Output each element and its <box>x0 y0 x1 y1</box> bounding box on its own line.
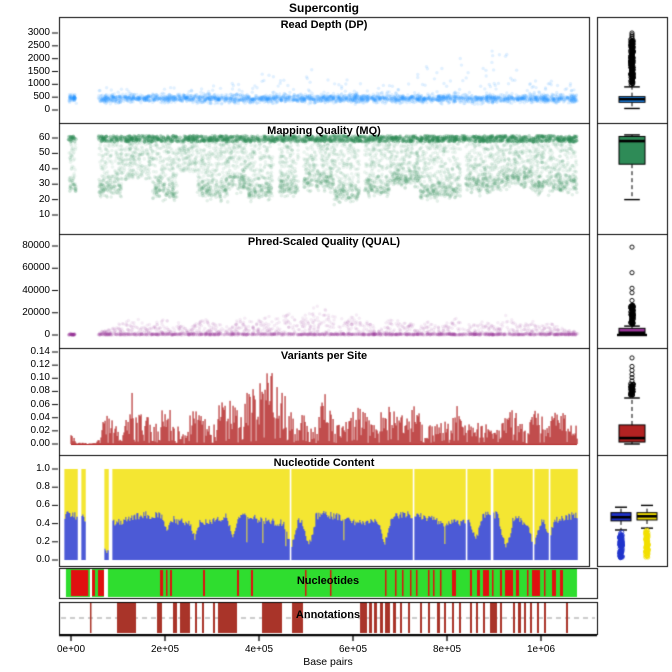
y-tick-label: 60000 <box>22 262 50 274</box>
y-tick-label: 1500 <box>27 65 50 77</box>
y-tick-label: 0.00 <box>30 438 50 449</box>
x-tick-label: 6e+05 <box>338 644 368 655</box>
figure-title: Supercontig <box>288 1 359 15</box>
y-tick-label: 0.14 <box>30 346 50 357</box>
y-tick-label: 0.04 <box>30 411 50 423</box>
y-tick-label: 0.2 <box>36 535 50 547</box>
y-tick-label: 40000 <box>22 284 50 296</box>
y-tick-label: 1.0 <box>36 463 50 474</box>
x-tick-label: 4e+05 <box>244 644 274 655</box>
y-tick-label: 0.06 <box>30 398 50 410</box>
y-tick-label: 20 <box>38 193 50 205</box>
y-tick-label: 0 <box>44 104 50 115</box>
y-tick-label: 0.12 <box>30 359 50 371</box>
y-tick-label: 30 <box>38 178 50 190</box>
y-tick-label: 0 <box>44 329 50 340</box>
panel-title-mapping-quality: Mapping Quality (MQ) <box>267 125 381 137</box>
x-tick-label: 8e+05 <box>432 644 462 655</box>
y-tick-label: 50 <box>38 147 50 159</box>
x-tick-label: 2e+05 <box>150 644 180 655</box>
panel-title-read-depth: Read Depth (DP) <box>280 19 368 31</box>
y-tick-label: 500 <box>33 91 50 103</box>
y-tick-label: 0.6 <box>36 499 50 511</box>
y-tick-label: 40 <box>38 162 50 174</box>
y-tick-label: 80000 <box>22 240 50 251</box>
y-tick-label: 20000 <box>22 306 50 318</box>
y-tick-label: 0.02 <box>30 424 50 436</box>
y-tick-label: 2000 <box>27 52 50 64</box>
y-tick-label: 2500 <box>27 39 50 51</box>
panel-title-phred-quality: Phred-Scaled Quality (QUAL) <box>247 236 401 248</box>
y-tick-label: 0.4 <box>36 517 50 529</box>
x-axis-label: Base pairs <box>303 656 353 668</box>
y-tick-label: 60 <box>38 132 50 143</box>
panel-title-nucleotide-content: Nucleotide Content <box>273 457 375 469</box>
y-tick-label: 3000 <box>27 27 50 38</box>
y-tick-label: 0.10 <box>30 372 50 384</box>
y-tick-label: 10 <box>38 209 50 220</box>
panel-title-nucleotides: Nucleotides <box>296 575 360 587</box>
x-tick-label: 0e+00 <box>56 644 86 655</box>
panel-title-variants-per-site: Variants per Site <box>280 350 368 362</box>
y-tick-label: 0.0 <box>36 554 50 565</box>
y-tick-label: 1000 <box>27 78 50 90</box>
y-tick-label: 0.08 <box>30 385 50 397</box>
y-tick-label: 0.8 <box>36 481 50 493</box>
panel-title-annotations: Annotations <box>295 609 361 621</box>
x-tick-label: 1e+06 <box>526 644 556 655</box>
